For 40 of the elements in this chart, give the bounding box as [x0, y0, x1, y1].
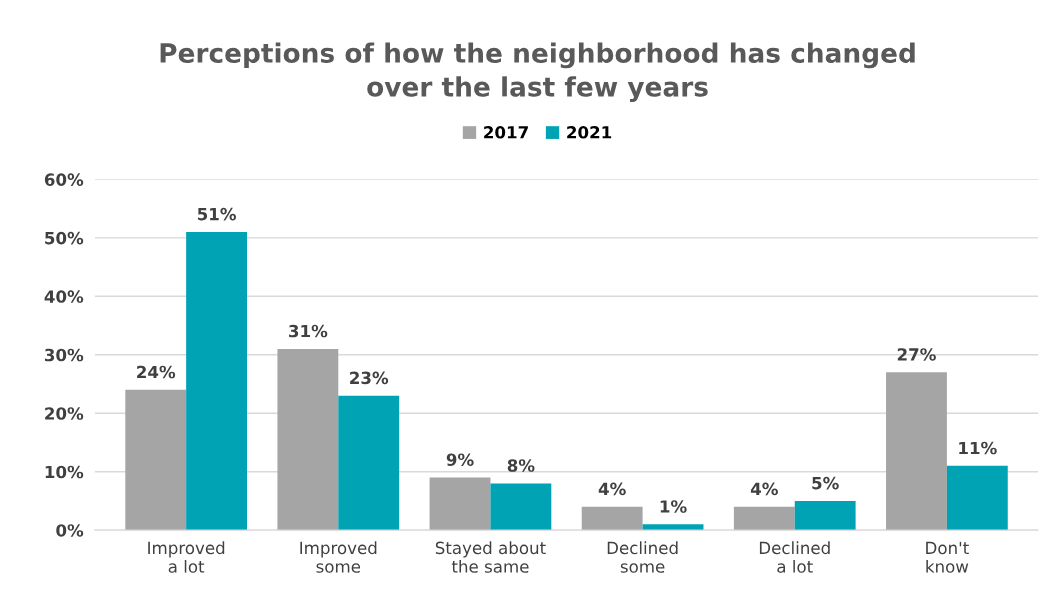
x-tick-label: Don't know — [926, 541, 969, 573]
y-tick-label: 10% — [45, 465, 84, 479]
data-label: 9% — [446, 453, 474, 466]
bar — [642, 524, 704, 531]
y-tick-label: 50% — [45, 231, 84, 245]
data-label: 24% — [137, 365, 176, 379]
data-label: 1% — [660, 500, 687, 513]
legend-label: 2021 — [567, 125, 612, 139]
data-label: 27% — [897, 348, 936, 361]
bar — [733, 506, 795, 531]
bar — [794, 500, 856, 531]
bar — [186, 231, 248, 531]
data-label: 5% — [812, 476, 839, 490]
bar — [581, 506, 643, 531]
bar — [125, 389, 187, 531]
data-label: 11% — [959, 441, 997, 455]
x-tick-label: Improved some — [300, 541, 377, 573]
data-label: 8% — [507, 459, 535, 472]
y-tick-label: 60% — [44, 173, 84, 186]
bar — [338, 395, 400, 531]
data-label: 51% — [197, 207, 236, 221]
legend-label: 2017 — [484, 125, 528, 139]
x-tick-label: Declined some — [607, 541, 678, 573]
y-tick-label: 40% — [44, 290, 84, 303]
y-tick-label: 20% — [45, 407, 84, 420]
data-label: 31% — [289, 324, 328, 338]
bar — [429, 477, 491, 531]
chart-title: Perceptions of how the neighborhood has changed over the last few years — [160, 42, 915, 103]
data-label: 23% — [350, 371, 389, 385]
bar — [490, 483, 552, 531]
data-label: 4% — [598, 482, 626, 496]
y-tick-label: 30% — [44, 348, 84, 362]
data-label: 4% — [750, 482, 778, 496]
x-tick-label: Declined a lot — [759, 541, 830, 573]
bar — [277, 348, 339, 531]
y-tick-label: 0% — [56, 524, 84, 537]
bar — [946, 465, 1008, 531]
x-tick-label: Stayed about the same — [435, 541, 546, 573]
bar — [886, 372, 947, 531]
x-tick-label: Improved a lot — [148, 541, 225, 573]
